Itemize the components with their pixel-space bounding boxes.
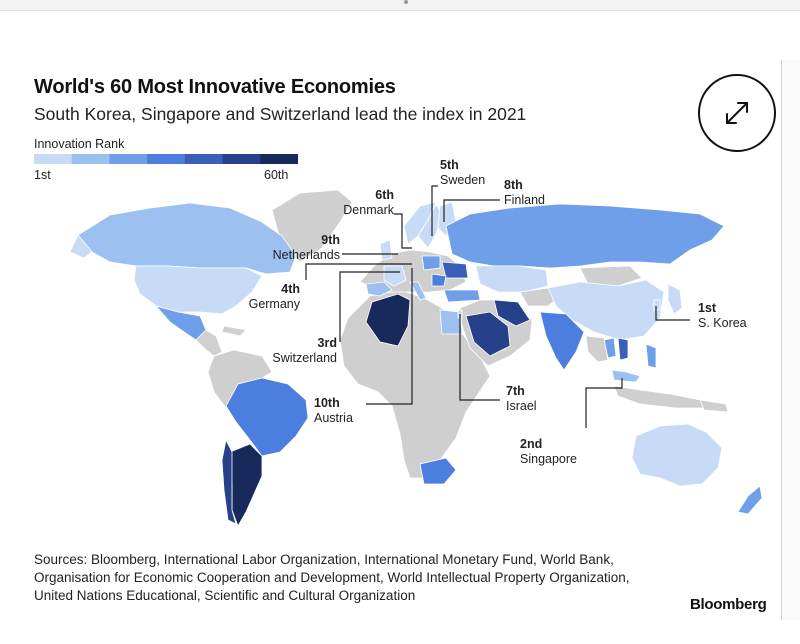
region-papua <box>699 399 729 413</box>
country-egypt <box>439 309 463 335</box>
legend-swatch <box>34 154 73 164</box>
country-russia <box>445 203 725 269</box>
callout-country: Sweden <box>440 173 486 187</box>
callout-country: Singapore <box>520 452 577 466</box>
country-spain <box>365 281 393 297</box>
country-australia <box>631 423 723 487</box>
callout-rank: 5th <box>440 158 459 172</box>
country-argentina <box>229 443 263 527</box>
callout-country: Germany <box>248 297 300 311</box>
region-central-america <box>195 329 223 357</box>
country-uk <box>379 239 393 261</box>
country-philippines <box>645 343 657 369</box>
page-title: World's 60 Most Innovative Economies <box>34 76 396 98</box>
sources-note: Sources: Bloomberg, International Labor … <box>34 551 774 605</box>
callout-netherlands: 9th Netherlands <box>254 233 340 263</box>
callout-rank: 8th <box>504 178 523 192</box>
country-mongolia <box>579 265 643 287</box>
legend-title: Innovation Rank <box>34 137 125 151</box>
legend-swatch <box>109 154 148 164</box>
country-chile <box>221 438 237 525</box>
leader-sweden <box>431 185 438 236</box>
page-subtitle: South Korea, Singapore and Switzerland l… <box>34 104 527 124</box>
right-panel-edge <box>781 60 800 620</box>
callout-singapore: 2nd Singapore <box>520 437 577 467</box>
country-united-states <box>133 265 263 315</box>
leader-israel <box>459 314 500 401</box>
leader-switzerland <box>339 271 400 342</box>
country-saudi-arabia <box>465 311 511 357</box>
country-malaysia <box>611 369 641 383</box>
leader-finland <box>443 199 500 222</box>
callout-rank: 6th <box>375 188 394 202</box>
callout-country: Netherlands <box>272 248 340 262</box>
leader-singapore <box>585 378 623 428</box>
legend-swatch <box>184 154 224 164</box>
callout-rank: 4th <box>281 282 300 296</box>
country-romania <box>431 273 447 287</box>
callout-rank: 7th <box>506 384 525 398</box>
callout-rank: 9th <box>321 233 340 247</box>
legend-color-scale <box>34 154 298 164</box>
legend-swatch <box>260 154 298 164</box>
callout-s-korea: 1st S. Korea <box>698 301 747 331</box>
bloomberg-logo: Bloomberg <box>690 596 767 613</box>
callout-germany: 4th Germany <box>236 282 300 312</box>
legend-swatch <box>222 154 261 164</box>
callout-switzerland: 3rd Switzerland <box>259 336 337 366</box>
callout-austria: 10th Austria <box>314 396 374 426</box>
top-strip-indicator <box>404 0 408 4</box>
expand-diagonal-arrows-icon <box>726 102 748 124</box>
country-iran <box>493 299 531 327</box>
callout-country: Denmark <box>343 203 394 217</box>
region-alaska <box>69 234 93 259</box>
callout-country: Israel <box>506 399 537 413</box>
leader-denmark <box>394 213 412 249</box>
country-canada <box>77 202 297 275</box>
callout-rank: 2nd <box>520 437 543 451</box>
country-india <box>539 311 585 371</box>
legend-high-label: 60th <box>264 168 289 182</box>
sources-line: Sources: Bloomberg, International Labor … <box>34 552 614 567</box>
sources-line: United Nations Educational, Scientific a… <box>34 588 416 603</box>
expand-button[interactable] <box>698 74 776 152</box>
region-caribbean <box>221 325 247 337</box>
country-south-africa <box>419 457 457 485</box>
callout-country: Finland <box>504 193 545 207</box>
legend-swatch <box>147 154 186 164</box>
callout-denmark: 6th Denmark <box>330 188 394 218</box>
country-ukraine <box>441 261 469 279</box>
callout-rank: 3rd <box>317 336 337 350</box>
browser-top-strip <box>0 0 800 11</box>
callout-country: Switzerland <box>272 351 337 365</box>
country-france <box>383 265 407 287</box>
country-indonesia <box>613 385 705 409</box>
leader-lines <box>305 185 690 428</box>
legend-swatch <box>71 154 110 164</box>
leader-austria <box>366 268 413 405</box>
leader-germany <box>305 263 412 280</box>
callout-israel: 7th Israel <box>506 384 537 414</box>
country-algeria <box>365 293 411 347</box>
leader-s-korea <box>655 306 690 321</box>
country-poland <box>421 255 441 271</box>
callout-sweden: 5th Sweden <box>440 158 485 188</box>
country-japan <box>667 283 683 315</box>
country-south-korea <box>653 299 661 311</box>
callout-country: S. Korea <box>698 316 747 330</box>
sources-line: Organisation for Economic Cooperation an… <box>34 570 630 585</box>
legend-low-label: 1st <box>34 168 51 182</box>
callout-rank: 10th <box>314 396 340 410</box>
country-kazakhstan <box>475 265 549 293</box>
callout-rank: 1st <box>698 301 717 315</box>
callout-country: Austria <box>314 411 353 425</box>
region-indochina <box>585 335 609 363</box>
callout-finland: 8th Finland <box>504 178 545 208</box>
country-new-zealand <box>737 485 763 515</box>
country-vietnam <box>617 337 629 361</box>
country-italy <box>409 281 427 301</box>
country-brazil <box>225 377 309 457</box>
country-turkey <box>443 289 481 303</box>
